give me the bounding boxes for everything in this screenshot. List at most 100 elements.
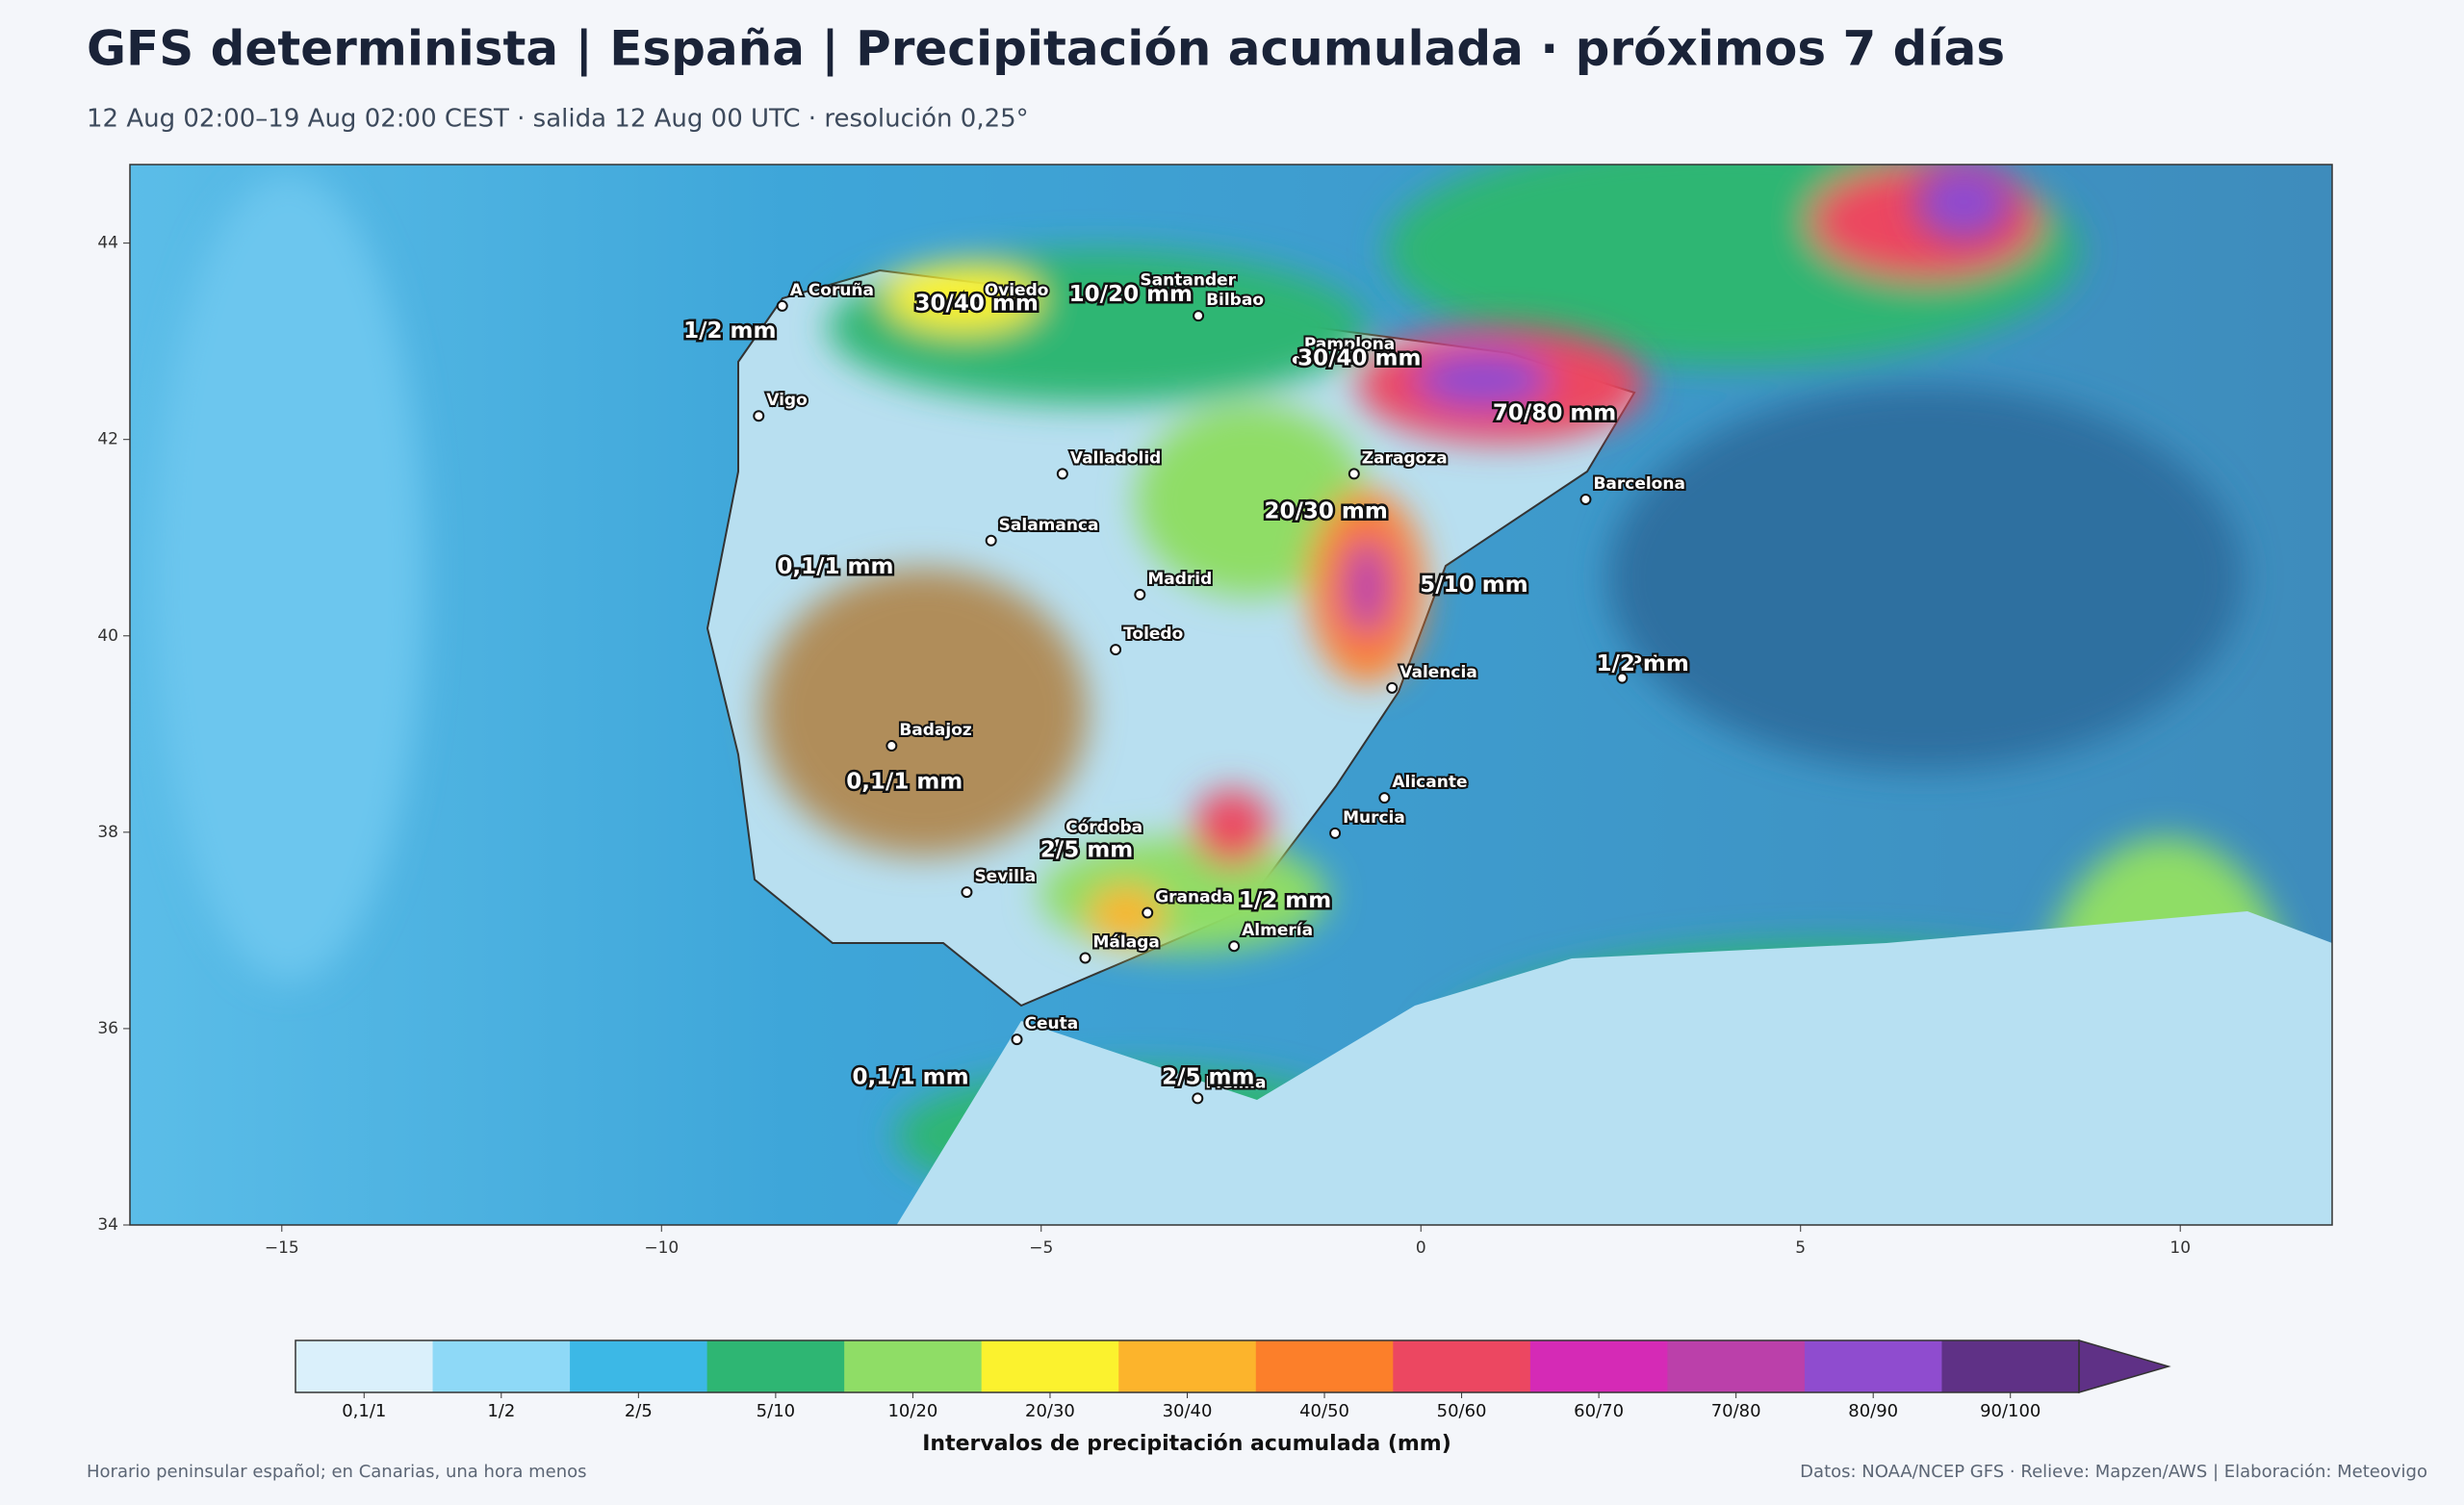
precip-label: 1/2 mm	[683, 319, 776, 344]
city-label: Palma	[1630, 653, 1686, 673]
city-dot	[985, 534, 997, 547]
city-dot	[1386, 681, 1399, 694]
precip-label: 2/5 mm	[1162, 1064, 1254, 1089]
city-label: Málaga	[1093, 932, 1160, 952]
precip-label: 20/30 mm	[1264, 499, 1387, 524]
city-label: A Coruña	[790, 281, 874, 300]
colorbar-label: 40/50	[1299, 1401, 1349, 1421]
y-tick-label: 44	[97, 234, 118, 253]
colorbar-extend	[2078, 1339, 2171, 1393]
city-dot	[1079, 952, 1091, 964]
city-label: Toledo	[1123, 625, 1183, 644]
colorbar-label: 60/70	[1574, 1401, 1624, 1421]
colorbar-swatch	[1393, 1340, 1531, 1392]
y-tick-label: 42	[97, 430, 118, 449]
city-label: Oviedo	[985, 281, 1049, 300]
footer-right: Datos: NOAA/NCEP GFS · Relieve: Mapzen/A…	[1800, 1462, 2427, 1482]
precip-label: 70/80 mm	[1493, 401, 1616, 426]
city-dot	[1011, 1033, 1023, 1046]
colorbar-swatch	[706, 1340, 845, 1392]
city-label: Valladolid	[1070, 448, 1162, 468]
precip-label: 10/20 mm	[1069, 282, 1193, 307]
y-tick-label: 36	[97, 1019, 118, 1038]
map-field	[130, 165, 2332, 1225]
city-dot	[1142, 906, 1154, 919]
colorbar-swatch	[1804, 1340, 1942, 1392]
colorbar-swatch	[1529, 1340, 1668, 1392]
africa	[896, 911, 2332, 1225]
city-dot	[1126, 290, 1139, 302]
city-label: Santander	[1140, 271, 1236, 291]
colorbar-label: 2/5	[625, 1401, 653, 1421]
city-dot	[776, 299, 788, 312]
city-dot	[1616, 672, 1629, 684]
city-label: Ceuta	[1025, 1014, 1079, 1033]
colorbar-title: Intervalos de precipitación acumulada (m…	[922, 1432, 1451, 1456]
colorbar-swatch	[981, 1340, 1119, 1392]
city-label: Granada	[1155, 888, 1233, 907]
city-dot	[1134, 588, 1146, 600]
colorbar-swatch	[844, 1340, 983, 1392]
colorbar-label: 1/2	[487, 1401, 515, 1421]
city-dot	[961, 886, 973, 899]
x-tick-label: 10	[2169, 1238, 2191, 1258]
city-label: Badajoz	[899, 721, 972, 740]
city-dot	[753, 410, 765, 422]
y-tick-label: 34	[97, 1215, 118, 1235]
city-label: Sevilla	[974, 867, 1036, 886]
city-label: Murcia	[1343, 808, 1405, 828]
city-label: Córdoba	[1065, 818, 1142, 837]
x-tick-label: 5	[1795, 1238, 1806, 1258]
city-label: Almería	[1242, 921, 1313, 940]
colorbar-label: 5/10	[757, 1401, 795, 1421]
precip-label: 30/40 mm	[1297, 346, 1421, 371]
colorbar-swatch	[295, 1340, 434, 1392]
precip-label: 1/2 mm	[1596, 651, 1688, 676]
precip-label: 1/2 mm	[1239, 888, 1331, 913]
precip-label: 0,1/1 mm	[777, 554, 893, 579]
colorbar-label: 70/80	[1711, 1401, 1761, 1421]
city-dot	[1579, 493, 1592, 505]
colorbar-swatch	[1118, 1340, 1257, 1392]
colorbar-label: 90/100	[1980, 1401, 2040, 1421]
footer-left: Horario peninsular español; en Canarias,…	[87, 1462, 587, 1482]
colorbar-swatch	[1667, 1340, 1806, 1392]
city-label: Madrid	[1147, 570, 1212, 589]
colorbar-swatch	[1941, 1340, 2080, 1392]
city-label: Zaragoza	[1362, 448, 1448, 468]
colorbar-swatch	[570, 1340, 708, 1392]
precip-label: 2/5 mm	[1040, 838, 1133, 863]
city-label: Valencia	[1399, 663, 1477, 682]
colorbar-frame	[295, 1339, 2080, 1393]
x-tick-label: −10	[644, 1238, 679, 1258]
city-label: Pamplona	[1304, 335, 1395, 354]
city-dot	[886, 740, 898, 752]
colorbar-swatch	[1255, 1340, 1394, 1392]
precip-label: 0,1/1 mm	[853, 1064, 969, 1089]
x-tick-label: −15	[265, 1238, 299, 1258]
subtitle: 12 Aug 02:00–19 Aug 02:00 CEST · salida …	[87, 105, 1029, 134]
city-dot	[1056, 468, 1068, 480]
colorbar-label: 30/40	[1163, 1401, 1213, 1421]
city-dot	[1378, 792, 1391, 804]
precip-label: 0,1/1 mm	[846, 769, 962, 794]
x-tick-label: −5	[1029, 1238, 1053, 1258]
city-label: Alicante	[1392, 773, 1467, 792]
city-label: Bilbao	[1206, 291, 1264, 310]
colorbar-label: 0,1/1	[342, 1401, 386, 1421]
city-dot	[1193, 310, 1205, 322]
colorbar-label: 10/20	[887, 1401, 937, 1421]
city-dot	[1329, 827, 1342, 839]
city-label: Vigo	[766, 391, 808, 410]
city-dot	[1052, 837, 1065, 850]
city-dot	[1290, 354, 1302, 367]
city-label: Melilla	[1205, 1073, 1266, 1092]
city-dot	[1110, 644, 1122, 656]
city-dot	[1192, 1092, 1204, 1105]
title: GFS determinista | España | Precipitació…	[87, 21, 2005, 77]
precip-label: 30/40 mm	[915, 291, 1039, 316]
colorbar-label: 80/90	[1848, 1401, 1898, 1421]
